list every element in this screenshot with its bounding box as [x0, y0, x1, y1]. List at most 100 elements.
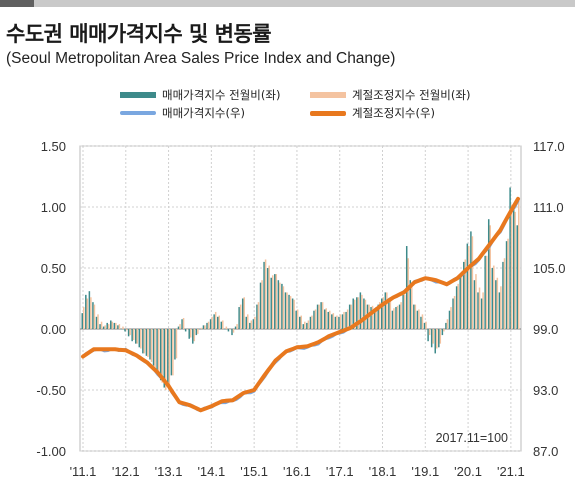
- adjusted-change-bar: [243, 297, 245, 329]
- sales-change-bar: [102, 326, 105, 329]
- adjusted-change-bar: [314, 309, 317, 329]
- sales-change-bar: [416, 310, 419, 329]
- sales-change-bar: [145, 329, 148, 356]
- adjusted-change-bar: [421, 314, 424, 329]
- sales-change-bar: [238, 307, 240, 329]
- x-axis-tick-label: '14.1: [197, 464, 225, 479]
- x-axis-tick-label: '20.1: [454, 464, 482, 479]
- sales-change-bar: [181, 319, 183, 329]
- adjusted-change-bar: [386, 292, 388, 329]
- sales-change-bar: [177, 326, 180, 329]
- sales-change-bar: [420, 316, 422, 329]
- sales-change-bar: [331, 314, 333, 329]
- adjusted-change-bar: [457, 283, 459, 329]
- sales-change-bar: [81, 313, 83, 329]
- x-axis-tick-label: '12.1: [112, 464, 140, 479]
- sales-change-bar: [295, 310, 297, 329]
- adjusted-change-bar: [361, 294, 363, 329]
- sales-change-bar: [142, 329, 144, 354]
- legend-swatch-line: [120, 111, 156, 115]
- adjusted-change-bar: [439, 329, 442, 344]
- sales-change-bar: [117, 325, 119, 329]
- adjusted-change-bar: [115, 322, 117, 329]
- base-period-note: 2017.11=100: [436, 431, 508, 445]
- sales-change-bar: [480, 298, 483, 329]
- sales-change-bar: [199, 329, 201, 330]
- sales-change-bar: [477, 292, 479, 329]
- axes: 1.50 1.00 0.50 0.00 -0.50 -1.00 117.0 111.0 105.…: [36, 139, 565, 479]
- adjusted-change-bar: [179, 324, 181, 329]
- adjusted-change-bar: [122, 326, 124, 329]
- x-axis-tick-label: '16.1: [283, 464, 311, 479]
- sales-change-bar: [120, 329, 123, 330]
- sales-change-bar: [149, 329, 151, 360]
- sales-change-bar: [245, 316, 248, 329]
- sales-change-bar: [516, 225, 518, 329]
- sales-change-bar: [231, 329, 233, 336]
- sales-change-bar: [209, 319, 212, 329]
- adjusted-change-bar: [411, 285, 413, 329]
- top-divider-bar: [0, 0, 575, 7]
- sales-change-bar: [323, 309, 326, 329]
- adjusted-change-bar: [296, 309, 299, 329]
- adjusted-change-bar: [136, 329, 138, 344]
- adjusted-change-bar: [353, 299, 356, 329]
- sales-change-bar: [266, 268, 269, 329]
- adjusted-change-bar: [264, 259, 267, 329]
- legend: 매매가격지수 전월비(좌) 계절조정지수 전월비(좌) 매매가격지수(우) 계절조정지…: [120, 88, 470, 120]
- sales-change-bar: [99, 324, 101, 329]
- sales-change-bar: [338, 316, 340, 329]
- sales-change-bar: [134, 329, 137, 344]
- adjusted-change-bar: [143, 329, 146, 354]
- right-axis-tick-label: 105.0: [533, 261, 566, 276]
- x-axis-tick-label: '19.1: [411, 464, 439, 479]
- sales-change-bar: [127, 329, 130, 337]
- sales-change-bar: [427, 329, 429, 342]
- right-axis-tick-label: 93.0: [533, 383, 558, 398]
- adjusted-change-bar: [271, 275, 274, 329]
- adjusted-change-bar: [168, 329, 171, 386]
- adjusted-change-bar: [382, 297, 385, 329]
- adjusted-change-bar: [482, 292, 484, 329]
- adjusted-change-bar: [332, 313, 335, 329]
- sales-change-bar: [113, 322, 116, 329]
- sales-change-bar: [95, 316, 98, 329]
- sales-change-bar: [281, 283, 283, 329]
- top-divider-accent: [0, 0, 34, 7]
- adjusted-change-bar: [425, 321, 427, 329]
- sales-change-bar: [373, 309, 376, 329]
- adjusted-change-bar: [214, 311, 217, 329]
- adjusted-change-bar: [100, 321, 103, 329]
- sales-change-bar: [487, 219, 490, 329]
- adjusted-change-bar: [403, 294, 406, 329]
- right-axis-tick-label: 111.0: [533, 200, 564, 215]
- sales-change-bar: [85, 294, 87, 329]
- adjusted-change-bar: [239, 304, 242, 329]
- adjusted-change-bar: [254, 316, 256, 329]
- sales-change-bar: [345, 311, 347, 329]
- adjusted-change-bar: [389, 300, 392, 329]
- adjusted-change-bar: [118, 324, 121, 329]
- legend-label: 계절조정지수(우): [352, 106, 435, 120]
- sales-change-bar: [502, 261, 504, 329]
- adjusted-change-bar: [396, 305, 399, 329]
- x-axis-tick-label: '21.1: [497, 464, 525, 479]
- adjusted-change-bar: [97, 314, 99, 329]
- sales-change-bar: [291, 298, 294, 329]
- adjusted-change-bar: [154, 329, 156, 369]
- adjusted-change-bar: [282, 286, 285, 329]
- sales-change-bar: [131, 329, 133, 342]
- sales-change-bar: [192, 329, 194, 344]
- sales-change-bar: [334, 316, 337, 329]
- adjusted-change-bar: [500, 286, 502, 329]
- sales-change-bar: [452, 298, 454, 329]
- sales-change-bar: [309, 316, 312, 329]
- sales-change-bar: [320, 302, 322, 329]
- legend-label: 매매가격지수(우): [162, 106, 245, 120]
- adjusted-change-bar: [325, 308, 327, 329]
- sales-change-bar: [256, 304, 258, 329]
- sales-change-bar: [110, 320, 112, 329]
- sales-change-bar: [384, 292, 387, 329]
- adjusted-change-bar: [211, 316, 213, 329]
